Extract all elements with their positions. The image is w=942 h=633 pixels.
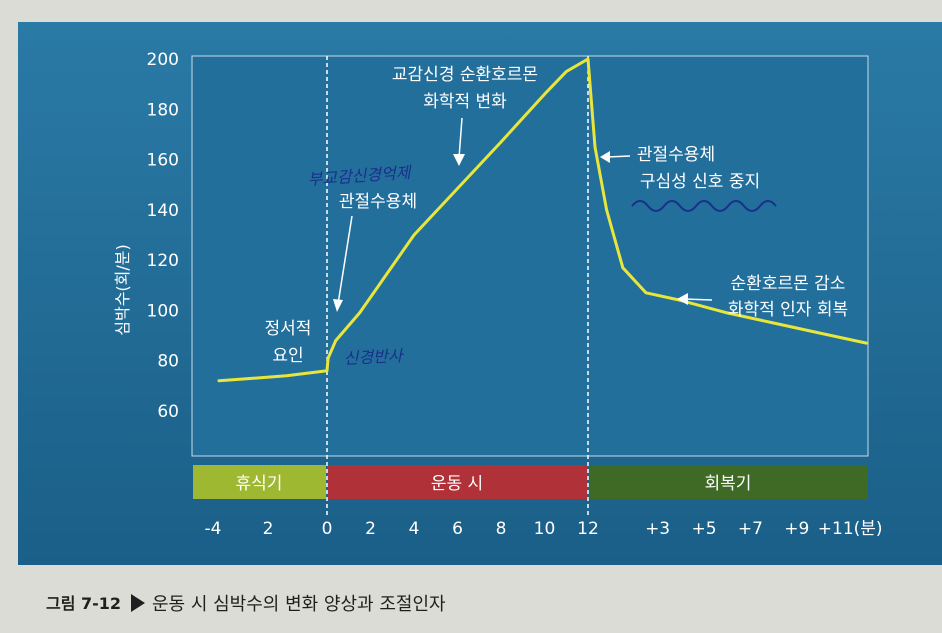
x-tick-label: 8 [496,519,507,539]
y-tick-label: 180 [147,100,179,120]
y-tick-label: 120 [147,251,179,271]
x-tick-label: +11(분) [818,519,883,539]
caption-text: 운동 시 심박수의 변화 양상과 조절인자 [152,594,446,615]
y-tick-labels: 60 80 100 120 140 160 180 200 [147,50,179,422]
annotation-emotional-2: 요인 [272,346,303,366]
x-tick-label: 4 [409,519,420,539]
x-tick-label: 6 [452,519,463,539]
annotation-sympathetic-1: 교감신경 순환호르몬 [392,65,538,85]
x-tick-label: 12 [577,519,599,539]
x-tick-labels: -4 2 0 2 4 6 8 10 12 +3 +5 +7 +9 +11(분) [205,519,883,539]
x-tick-label: +7 [738,519,763,539]
y-axis-label: 심박수(회/분) [113,244,132,335]
phase-label-recovery: 회복기 [705,474,752,494]
heart-rate-line [217,57,868,383]
x-tick-label: 2 [365,519,376,539]
y-tick-label: 60 [157,402,179,422]
arrow-proprio [337,215,353,305]
y-tick-label: 200 [147,50,179,70]
x-tick-label: 2 [263,519,274,539]
arrow-recovery [683,298,713,301]
annotation-emotional-1: 정서적 [265,319,312,339]
arrow-recovery-head [677,293,688,305]
phase-bar-rest [193,465,326,499]
x-tick-label: -4 [205,519,222,539]
y-tick-label: 160 [147,151,179,171]
plot-frame [191,55,869,457]
handwritten-note-reflex: 신경반사 [343,346,405,368]
caption-arrow-icon [131,594,145,612]
annotation-recovery-1: 순환호르몬 감소 [731,274,846,294]
handwritten-squiggle [631,200,777,212]
phase-bar-exercise [328,465,587,499]
phase-label-exercise: 운동 시 [431,474,483,494]
phase-label-rest: 휴식기 [236,474,283,494]
arrow-stop [606,155,631,158]
x-tick-label: +5 [691,519,716,539]
annotation-recovery-2: 화학적 인자 회복 [728,300,848,320]
x-tick-label: 10 [534,519,556,539]
x-tick-label: +9 [784,519,809,539]
y-tick-label: 140 [147,201,179,221]
x-tick-label: 0 [322,519,333,539]
arrow-proprio-head [333,299,343,312]
annotation-sympathetic-2: 화학적 변화 [423,92,507,112]
annotation-proprio-1: 관절수용체 [339,192,417,212]
x-tick-label: +3 [645,519,670,539]
y-tick-label: 100 [147,301,179,321]
y-tick-label: 80 [157,352,179,372]
arrow-sympathetic [458,117,463,159]
arrow-stop-head [600,151,610,163]
annotation-stop-1: 관절수용체 [637,145,715,165]
annotation-stop-2: 구심성 신호 중지 [640,172,760,192]
phase-bar-recovery [589,465,868,499]
arrow-sympathetic-head [453,154,465,166]
caption-number: 그림 7-12 [46,594,121,613]
